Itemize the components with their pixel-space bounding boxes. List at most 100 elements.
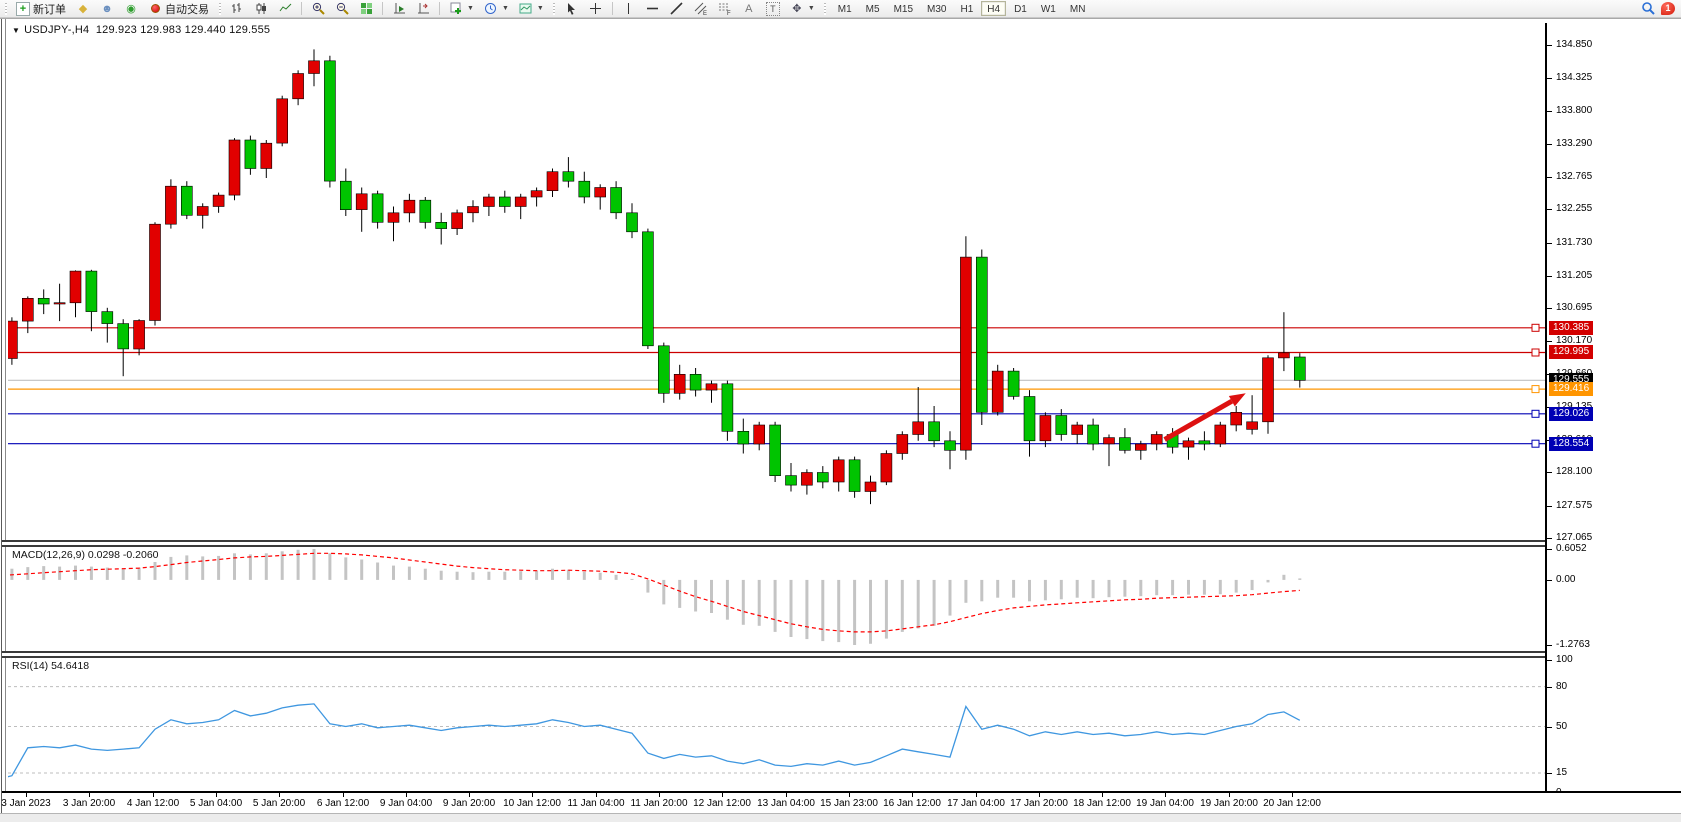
price-badge: 129.416 <box>1549 382 1594 396</box>
candlestick-chart-button[interactable] <box>249 1 273 17</box>
profile-button[interactable]: ☻ <box>95 1 119 17</box>
axis-tick-mark <box>1547 308 1552 309</box>
horizontal-line-button[interactable] <box>641 1 665 17</box>
rsi-tick: 15 <box>1556 767 1568 778</box>
axis-tick-mark <box>1547 177 1552 178</box>
toolbar: + 新订单 ◆ ☻ ◉ 自动交易 ▼ ▼ ▼ <box>0 0 1681 18</box>
line-chart-button[interactable] <box>273 1 297 17</box>
axis-tick-mark <box>1547 538 1552 539</box>
chart-shift-button[interactable] <box>411 1 435 17</box>
period-button[interactable]: ▼ <box>479 1 514 17</box>
chart-window: ▼ USDJPY-,H4 129.923 129.983 129.440 129.… <box>0 18 1681 822</box>
auto-scroll-button[interactable] <box>387 1 411 17</box>
arrows-button[interactable]: ✥ ▼ <box>785 1 820 17</box>
timeframe-M1[interactable]: M1 <box>837 4 852 15</box>
new-order-icon: + <box>16 1 30 16</box>
window-left-border <box>1 19 6 822</box>
market-watch-button[interactable]: ◆ <box>71 1 95 17</box>
rsi-tick: 100 <box>1556 654 1573 665</box>
timeframe-M5[interactable]: M5 <box>865 4 880 15</box>
time-label: 12 Jan 12:00 <box>693 798 751 809</box>
timeframe-H1[interactable]: H1 <box>960 4 974 15</box>
price-badge: 130.385 <box>1549 321 1594 335</box>
time-axis: 3 Jan 2023 3 Jan 20:00 4 Jan 12:00 5 Jan 04… <box>1 791 1681 813</box>
notification-icon[interactable]: 1 <box>1661 1 1675 15</box>
rsi-chart-canvas[interactable] <box>8 658 1545 793</box>
axis-tick-mark <box>1547 78 1552 79</box>
tile-windows-icon <box>359 2 373 16</box>
price-tick: 130.170 <box>1556 335 1593 346</box>
toolbar-grip <box>3 2 8 15</box>
crosshair-button[interactable] <box>584 1 608 17</box>
timeframe-M15[interactable]: M15 <box>893 4 914 15</box>
rsi-label: RSI(14) 54.6418 <box>12 660 90 672</box>
zoom-out-icon <box>335 2 349 16</box>
price-chart-canvas[interactable] <box>8 23 1545 544</box>
price-tick: 132.255 <box>1556 203 1593 214</box>
axis-tick-mark <box>1547 144 1552 145</box>
search-icon[interactable] <box>1641 1 1655 15</box>
rsi-tick: 50 <box>1556 721 1568 732</box>
axis-tick-mark <box>1547 45 1552 46</box>
zoom-in-icon <box>311 2 325 16</box>
time-label: 4 Jan 12:00 <box>126 798 180 809</box>
fibonacci-button[interactable]: F <box>713 1 737 17</box>
gold-diamond-icon: ◆ <box>78 2 88 15</box>
new-order-label: 新订单 <box>33 3 66 16</box>
cursor-button[interactable] <box>560 1 584 17</box>
vertical-line-icon <box>622 2 636 16</box>
new-order-button[interactable]: + 新订单 <box>11 1 71 17</box>
template-icon <box>519 2 533 16</box>
timeframe-H4[interactable]: H4 <box>981 1 1007 16</box>
auto-trading-button[interactable]: 自动交易 <box>143 1 214 17</box>
auto-scroll-icon <box>392 2 406 16</box>
axis-tick-mark <box>1547 506 1552 507</box>
collapse-icon[interactable]: ▼ <box>12 26 21 35</box>
profile-icon: ☻ <box>101 2 113 15</box>
bar-chart-icon <box>230 2 244 16</box>
time-label: 17 Jan 20:00 <box>1010 798 1068 809</box>
timeframe-W1[interactable]: W1 <box>1040 4 1056 15</box>
price-badge: 128.554 <box>1549 437 1594 451</box>
pane-separator[interactable] <box>2 651 1681 658</box>
equidistant-channel-button[interactable]: E <box>689 1 713 17</box>
candlestick-chart-icon <box>254 2 268 16</box>
add-indicator-icon <box>449 2 463 16</box>
add-indicator-button[interactable]: ▼ <box>444 1 479 17</box>
svg-text:F: F <box>727 11 731 15</box>
trendline-button[interactable] <box>665 1 689 17</box>
zoom-out-button[interactable] <box>330 1 354 17</box>
horizontal-line-icon <box>646 2 660 16</box>
timeframe-MN[interactable]: MN <box>1069 4 1086 15</box>
period-clock-icon <box>484 2 498 16</box>
auto-trading-label: 自动交易 <box>165 3 209 16</box>
text-button[interactable]: A <box>737 1 761 17</box>
price-tick: 128.100 <box>1556 466 1593 477</box>
equidistant-channel-icon: E <box>694 2 708 16</box>
price-badge: 129.026 <box>1549 407 1594 421</box>
price-tick: 127.575 <box>1556 500 1593 511</box>
axis-tick-mark <box>1547 276 1552 277</box>
time-label: 6 Jan 12:00 <box>316 798 370 809</box>
rsi-tick: 80 <box>1556 681 1568 692</box>
cursor-icon <box>565 2 579 16</box>
pane-separator[interactable] <box>2 540 1681 547</box>
time-label: 20 Jan 12:00 <box>1263 798 1321 809</box>
time-label: 5 Jan 20:00 <box>252 798 306 809</box>
timeframe-D1[interactable]: D1 <box>1014 4 1027 15</box>
time-label: 11 Jan 04:00 <box>567 798 625 809</box>
crosshair-icon <box>589 2 603 16</box>
vertical-line-button[interactable] <box>617 1 641 17</box>
price-tick: 129.135 <box>1556 401 1592 412</box>
time-label: 13 Jan 04:00 <box>757 798 815 809</box>
zoom-in-button[interactable] <box>306 1 330 17</box>
text-label-button[interactable]: T <box>761 1 785 17</box>
template-button[interactable]: ▼ <box>514 1 549 17</box>
macd-chart-canvas[interactable] <box>8 547 1545 654</box>
svg-text:E: E <box>703 11 707 15</box>
tile-windows-button[interactable] <box>354 1 378 17</box>
bar-chart-button[interactable] <box>225 1 249 17</box>
signal-button[interactable]: ◉ <box>119 1 143 17</box>
timeframe-group: M1 M5 M15 M30 H1 H4 D1 W1 MN <box>831 1 1093 16</box>
timeframe-M30[interactable]: M30 <box>927 4 947 15</box>
